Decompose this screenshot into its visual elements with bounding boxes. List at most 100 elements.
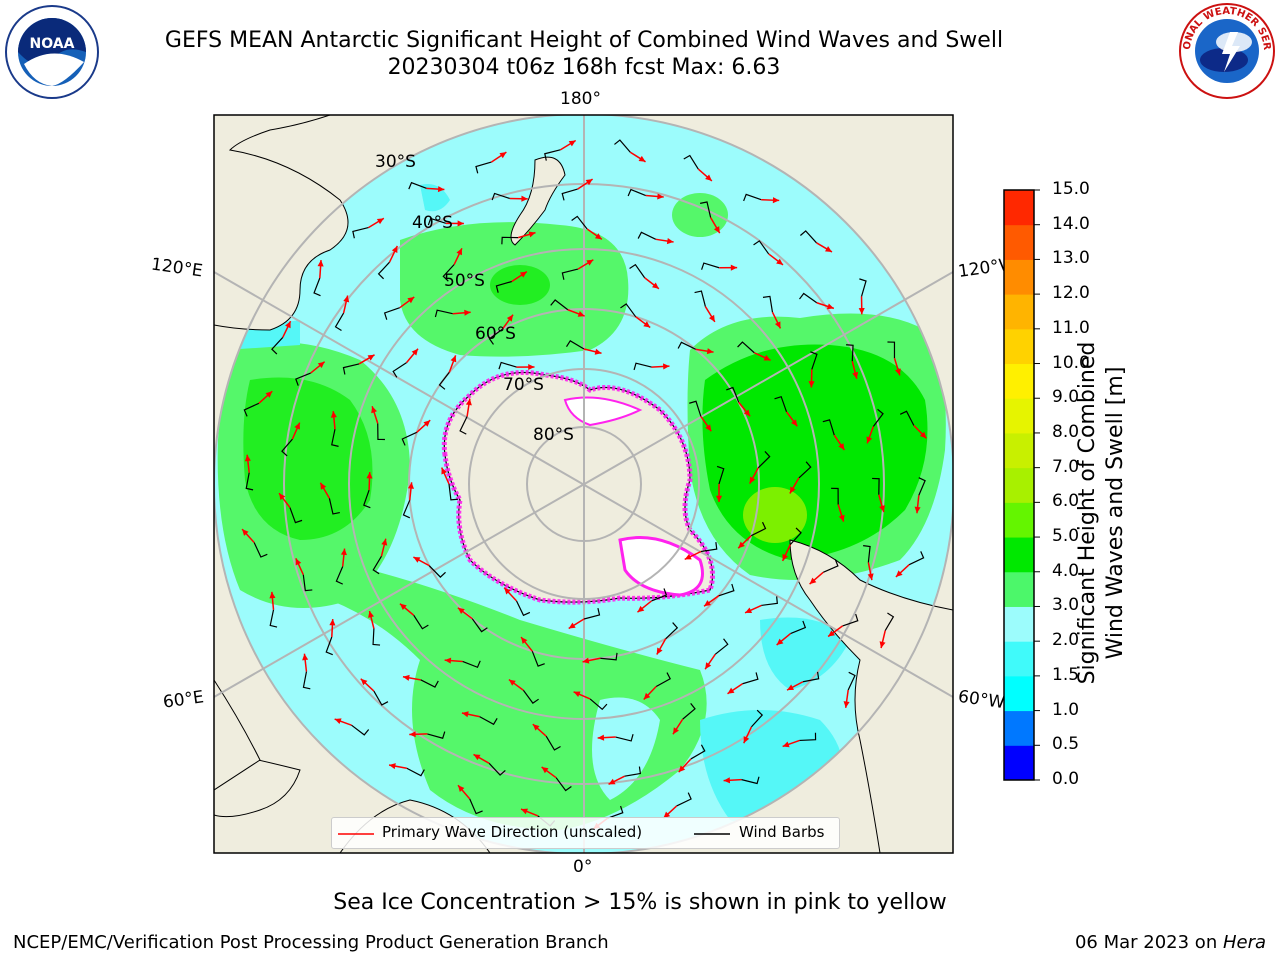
wind-barb xyxy=(313,277,321,297)
wind-barb xyxy=(859,278,867,297)
wind-barb xyxy=(682,702,696,720)
wind-barb xyxy=(331,428,339,447)
wave-arrow-head xyxy=(334,718,342,725)
colorbar-tick-label: 7.0 xyxy=(1052,456,1080,477)
wind-barb xyxy=(434,309,453,318)
wave-arrow-head xyxy=(776,638,784,646)
wind-barb xyxy=(245,472,254,491)
wave-arrow-head xyxy=(776,258,783,265)
wave-arrow-head xyxy=(413,557,421,563)
colorbar-tick-label: 0.5 xyxy=(1052,734,1080,755)
wave-arrow-head xyxy=(713,226,720,234)
colorbar-tick-label: 2.0 xyxy=(1052,630,1080,651)
wave-arrow-head xyxy=(867,573,874,581)
wind-barb xyxy=(377,423,385,441)
wind-barb xyxy=(607,805,624,819)
colorbar-tick-label: 10.0 xyxy=(1052,352,1090,373)
wave-arrow-head xyxy=(738,541,745,549)
colorbar-tick-label: 8.0 xyxy=(1052,421,1080,442)
wind-barb xyxy=(750,521,767,537)
colorbar-swatch xyxy=(1004,294,1034,330)
graticule xyxy=(214,115,953,853)
wind-barb xyxy=(899,410,915,426)
colorbar-tick-label: 6.0 xyxy=(1052,491,1080,512)
colorbar-tick-label: 5.0 xyxy=(1052,526,1080,547)
wind-barb xyxy=(750,709,764,728)
wind-barb xyxy=(683,154,699,170)
wave-arrow-head xyxy=(708,314,715,322)
wave-arrow-head xyxy=(585,179,593,186)
wave-arrow-head xyxy=(586,259,594,266)
wind-barb xyxy=(800,230,817,244)
wave-arrow-head xyxy=(672,727,679,735)
wave-arrow-head xyxy=(787,684,795,691)
colorbar-tick-label: 15.0 xyxy=(1052,179,1090,199)
colorbar-tick-label: 3.0 xyxy=(1052,595,1080,616)
wind-barb xyxy=(328,498,340,515)
wind-barb xyxy=(872,477,880,495)
wind-barb xyxy=(842,613,859,627)
wind-barb xyxy=(448,483,458,501)
wind-barb xyxy=(351,724,370,736)
wind-barb xyxy=(690,744,706,760)
wave-arrow-head xyxy=(852,371,859,379)
wind-barb xyxy=(655,672,671,688)
wave-arrow-head xyxy=(411,348,419,356)
wave-arrows xyxy=(241,139,927,830)
wind-barb xyxy=(479,716,498,726)
wave-arrow-head xyxy=(465,398,472,406)
wave-arrow-head xyxy=(666,238,674,245)
colorbar-title-line2: Wind Waves and Swell [m] xyxy=(1103,366,1128,660)
wave-arrow-head xyxy=(521,637,528,644)
wave-arrow-head xyxy=(656,647,663,655)
wind-barb xyxy=(281,438,293,457)
legend-wind-label: Wind Barbs xyxy=(739,823,825,841)
map-frame xyxy=(213,114,954,854)
wind-barb xyxy=(438,371,450,390)
wind-barb xyxy=(401,431,418,446)
colorbar-swatch xyxy=(1004,710,1034,746)
wind-barb xyxy=(637,231,657,240)
wave-arrow-head xyxy=(499,152,507,159)
wind-barb xyxy=(615,734,634,742)
wave-arrow-head xyxy=(895,368,901,376)
wave-arrow-head xyxy=(843,701,850,708)
wave-arrow-head xyxy=(789,486,796,494)
chart-subtitle: 20230304 t06z 168h fcst Max: 6.63 xyxy=(387,55,781,80)
wave-arrow-head xyxy=(808,381,815,388)
wind-barb xyxy=(620,303,637,318)
wind-barb xyxy=(700,201,712,218)
wind-barb xyxy=(408,181,427,190)
wind-barb xyxy=(383,307,400,320)
wave-arrow-head xyxy=(407,297,415,304)
wind-barb xyxy=(475,161,492,174)
wind-barb xyxy=(420,679,439,688)
lat-label-80s: 80°S xyxy=(533,425,574,445)
wave-arrow-head xyxy=(858,308,865,315)
wind-barb xyxy=(624,766,642,777)
wave-arrow-head xyxy=(723,777,731,784)
wind-barb xyxy=(402,499,411,519)
wind-barb xyxy=(550,299,569,311)
wind-barb xyxy=(545,735,561,751)
wave-arrow-head xyxy=(279,493,286,501)
wind-barb xyxy=(802,671,820,683)
wave-arrow-head xyxy=(450,355,457,363)
colorbar-swatch xyxy=(1004,363,1034,399)
wind-barb xyxy=(392,362,407,378)
wave-arrow-head xyxy=(838,443,845,451)
wave-arrow-head xyxy=(743,409,751,417)
colorbar-tick-label: 12.0 xyxy=(1052,283,1090,304)
colorbar-swatch xyxy=(1004,398,1034,434)
wave-arrow-head xyxy=(366,472,373,479)
wind-barb xyxy=(810,351,818,370)
colorbar-tick-label: 4.0 xyxy=(1052,560,1080,581)
wave-arrow-head xyxy=(745,607,753,613)
wave-arrow-head xyxy=(506,314,514,322)
footer-left: NCEP/EMC/Verification Post Processing Pr… xyxy=(13,932,609,953)
wave-arrow-head xyxy=(705,174,712,181)
wind-barb xyxy=(561,268,579,280)
wind-barb xyxy=(790,620,807,635)
wave-arrow-head xyxy=(706,348,714,355)
colorbar-tick-label: 1.5 xyxy=(1052,664,1080,685)
